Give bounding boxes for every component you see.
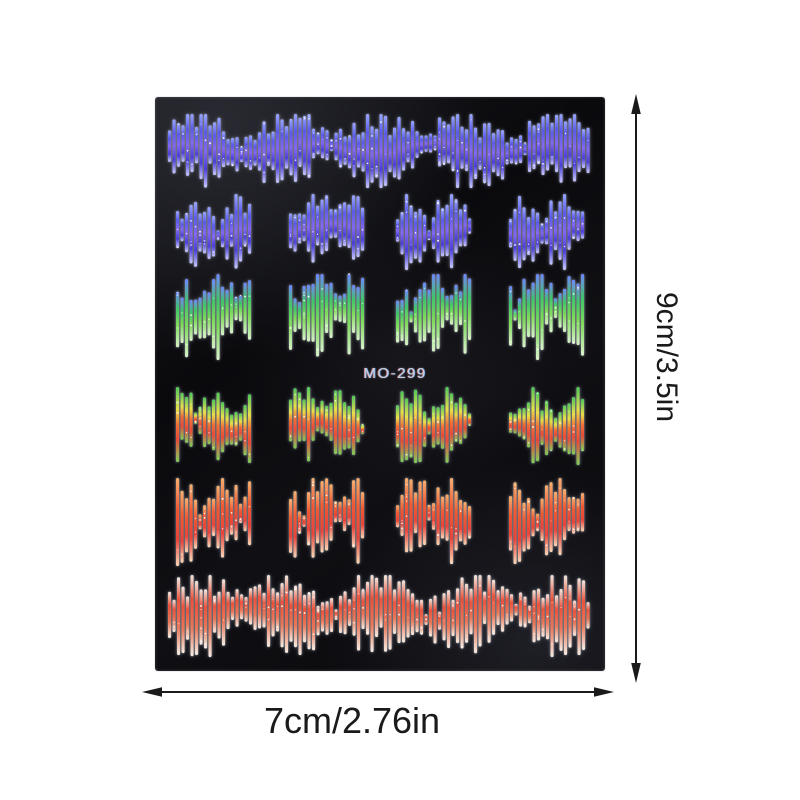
arrow-left-icon bbox=[142, 687, 162, 697]
height-dimension-label: 9cm/3.5in bbox=[650, 291, 683, 423]
height-dimension-arrow bbox=[631, 94, 641, 683]
wave-cluster bbox=[396, 387, 472, 463]
arrow-up-icon bbox=[631, 94, 641, 114]
arrow-right-icon bbox=[594, 687, 614, 697]
wave-cluster bbox=[396, 274, 472, 354]
width-dimension-arrow bbox=[142, 687, 614, 697]
wave-cluster bbox=[176, 194, 252, 269]
wave-cluster bbox=[289, 194, 365, 263]
wave-cluster bbox=[176, 274, 252, 360]
wave-cluster bbox=[396, 194, 472, 270]
wave-cluster bbox=[176, 387, 252, 463]
width-dimension-label: 7cm/2.76in bbox=[263, 700, 441, 741]
wave-cluster bbox=[176, 478, 252, 566]
wave-cluster bbox=[509, 387, 585, 465]
wave-band bbox=[168, 114, 590, 188]
wave-cluster bbox=[509, 478, 585, 564]
wave-cluster bbox=[289, 273, 365, 357]
wave-cluster bbox=[509, 194, 585, 270]
wave-cluster bbox=[289, 478, 365, 564]
wave-cluster bbox=[396, 478, 472, 564]
arrow-down-icon bbox=[631, 663, 641, 683]
sheet-code-label: MO-299 bbox=[363, 365, 427, 382]
wave-cluster bbox=[289, 387, 365, 462]
wave-cluster bbox=[509, 274, 585, 360]
sticker-sheet: MO-299 bbox=[155, 97, 605, 671]
wave-band bbox=[168, 575, 590, 657]
